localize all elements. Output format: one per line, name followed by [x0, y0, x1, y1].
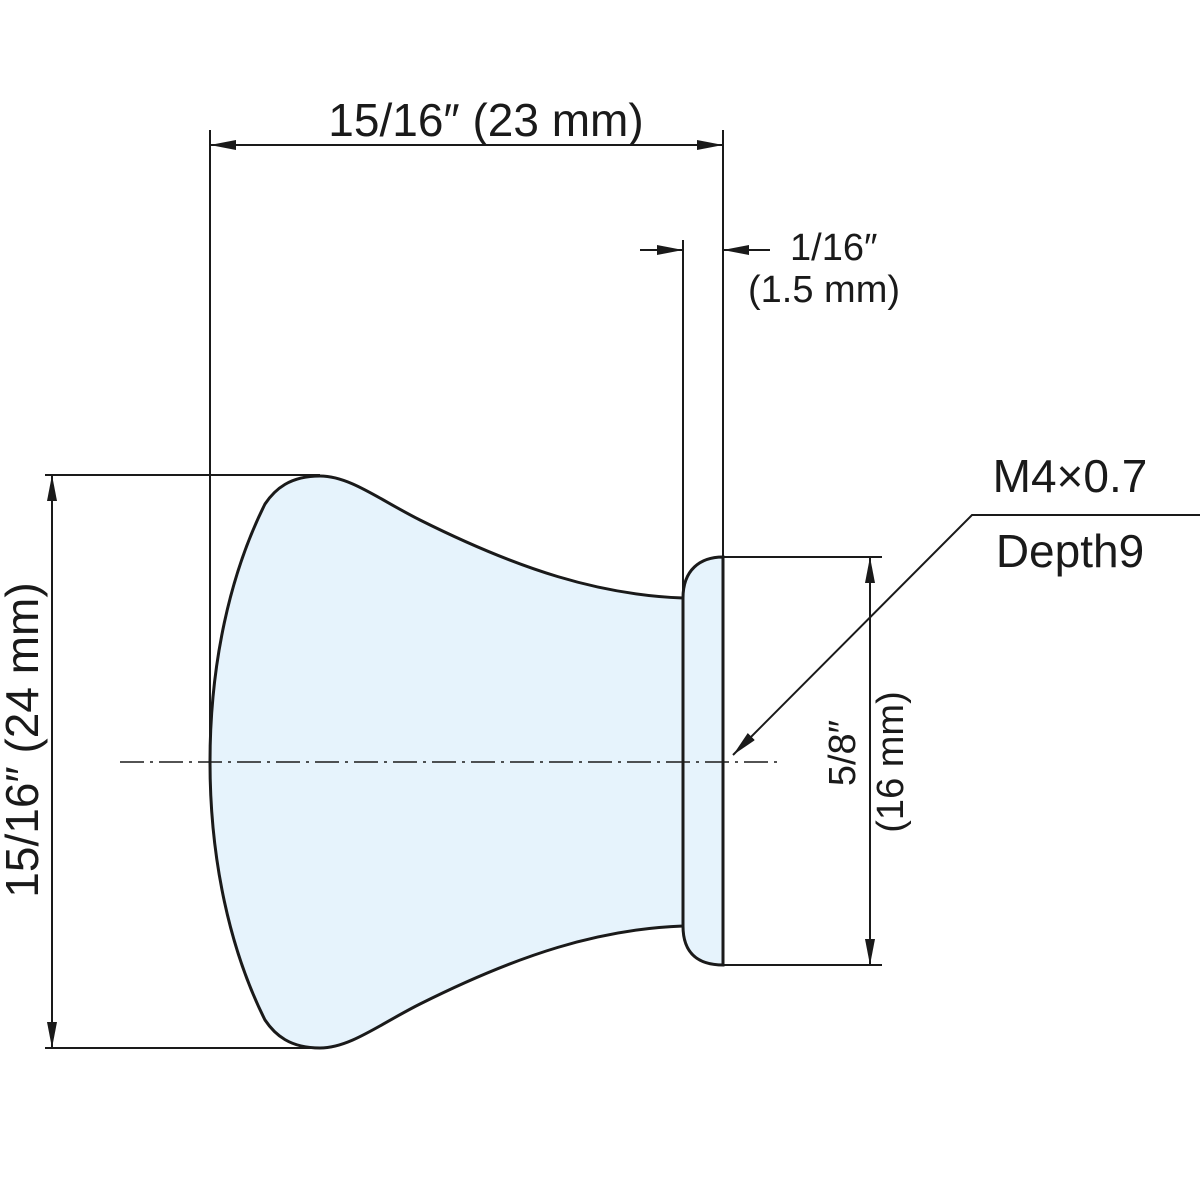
thickness-label: (1.5 mm): [748, 269, 900, 311]
depth-label: Depth9: [996, 525, 1144, 577]
base-diameter-label: 5/8″: [822, 720, 864, 786]
knob-base: [681, 555, 725, 967]
thread-label: M4×0.7: [993, 450, 1148, 502]
height-label: 15/16″ (24 mm): [0, 582, 48, 897]
thickness-label: 1/16″: [790, 227, 877, 269]
base-diameter-label: (16 mm): [870, 691, 912, 832]
dimension-lines: [47, 140, 1200, 1048]
width-label: 15/16″ (23 mm): [328, 94, 643, 146]
extension-lines: [45, 130, 882, 1049]
